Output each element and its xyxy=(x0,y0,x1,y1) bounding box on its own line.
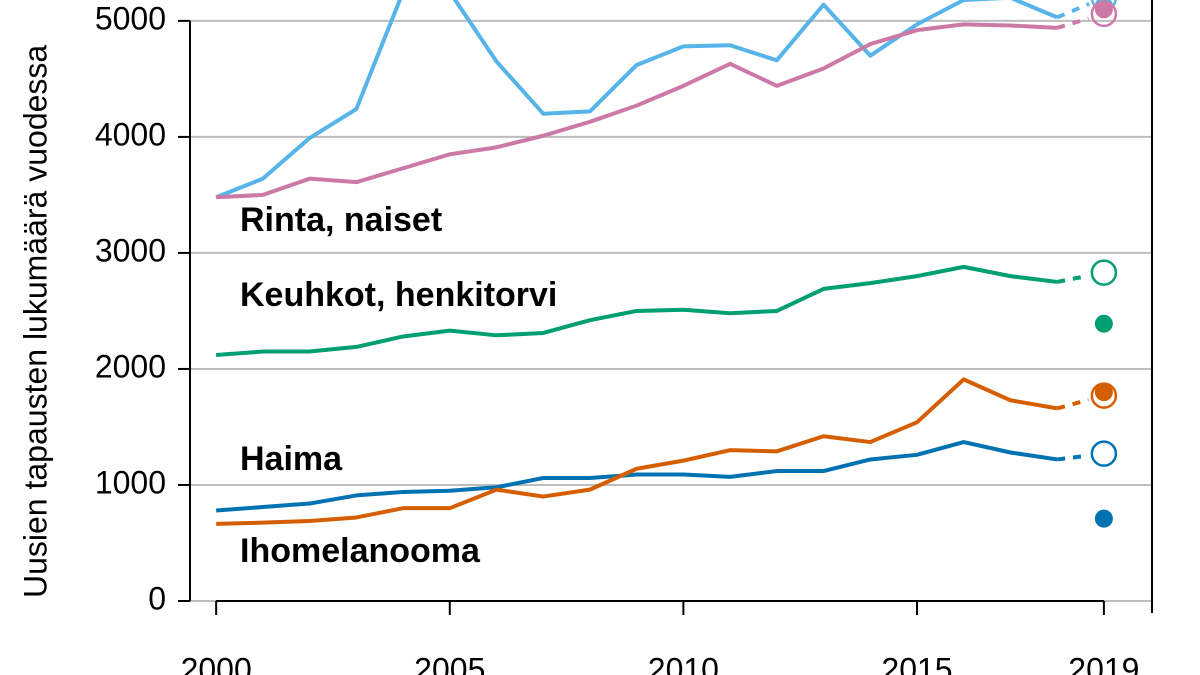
y-tick-label: 5000 xyxy=(95,0,166,36)
projection-line xyxy=(1056,397,1089,411)
projection-line xyxy=(1056,16,1090,30)
y-axis-label: Uusien tapausten lukumäärä vuodessa xyxy=(17,45,53,598)
y-tick-label: 1000 xyxy=(95,464,166,500)
series-label: Haima xyxy=(240,440,343,478)
projection-line xyxy=(1056,2,1090,20)
plot-area xyxy=(215,0,1118,528)
observed-point xyxy=(1094,509,1113,528)
series-label: Ihomelanooma xyxy=(240,532,481,570)
observed-point xyxy=(1094,383,1113,402)
projected-point xyxy=(1090,440,1118,467)
x-tick-label: 2015 xyxy=(881,651,952,675)
series-line xyxy=(215,0,1058,200)
series-line xyxy=(216,22,1058,200)
observed-point xyxy=(1094,314,1113,333)
x-tick-label: 2000 xyxy=(181,651,252,675)
series-label: Rinta, naiset xyxy=(240,201,442,239)
x-tick-label: 2005 xyxy=(414,651,485,675)
projected-point xyxy=(1090,259,1118,286)
series-line xyxy=(216,440,1058,513)
series-label: Keuhkot, henkitorvi xyxy=(240,276,557,314)
y-tick-label: 0 xyxy=(148,580,166,616)
y-tick-label: 2000 xyxy=(95,348,166,384)
y-tick-label: 3000 xyxy=(95,232,166,268)
series-line xyxy=(216,377,1058,526)
y-tick-label: 4000 xyxy=(95,116,166,152)
series-line xyxy=(216,264,1058,358)
x-tick-label: 2010 xyxy=(648,651,719,675)
observed-point xyxy=(1094,0,1113,19)
projection-line xyxy=(1056,453,1089,462)
x-tick-label: 2019 xyxy=(1068,651,1139,675)
projection-line xyxy=(1056,273,1089,284)
